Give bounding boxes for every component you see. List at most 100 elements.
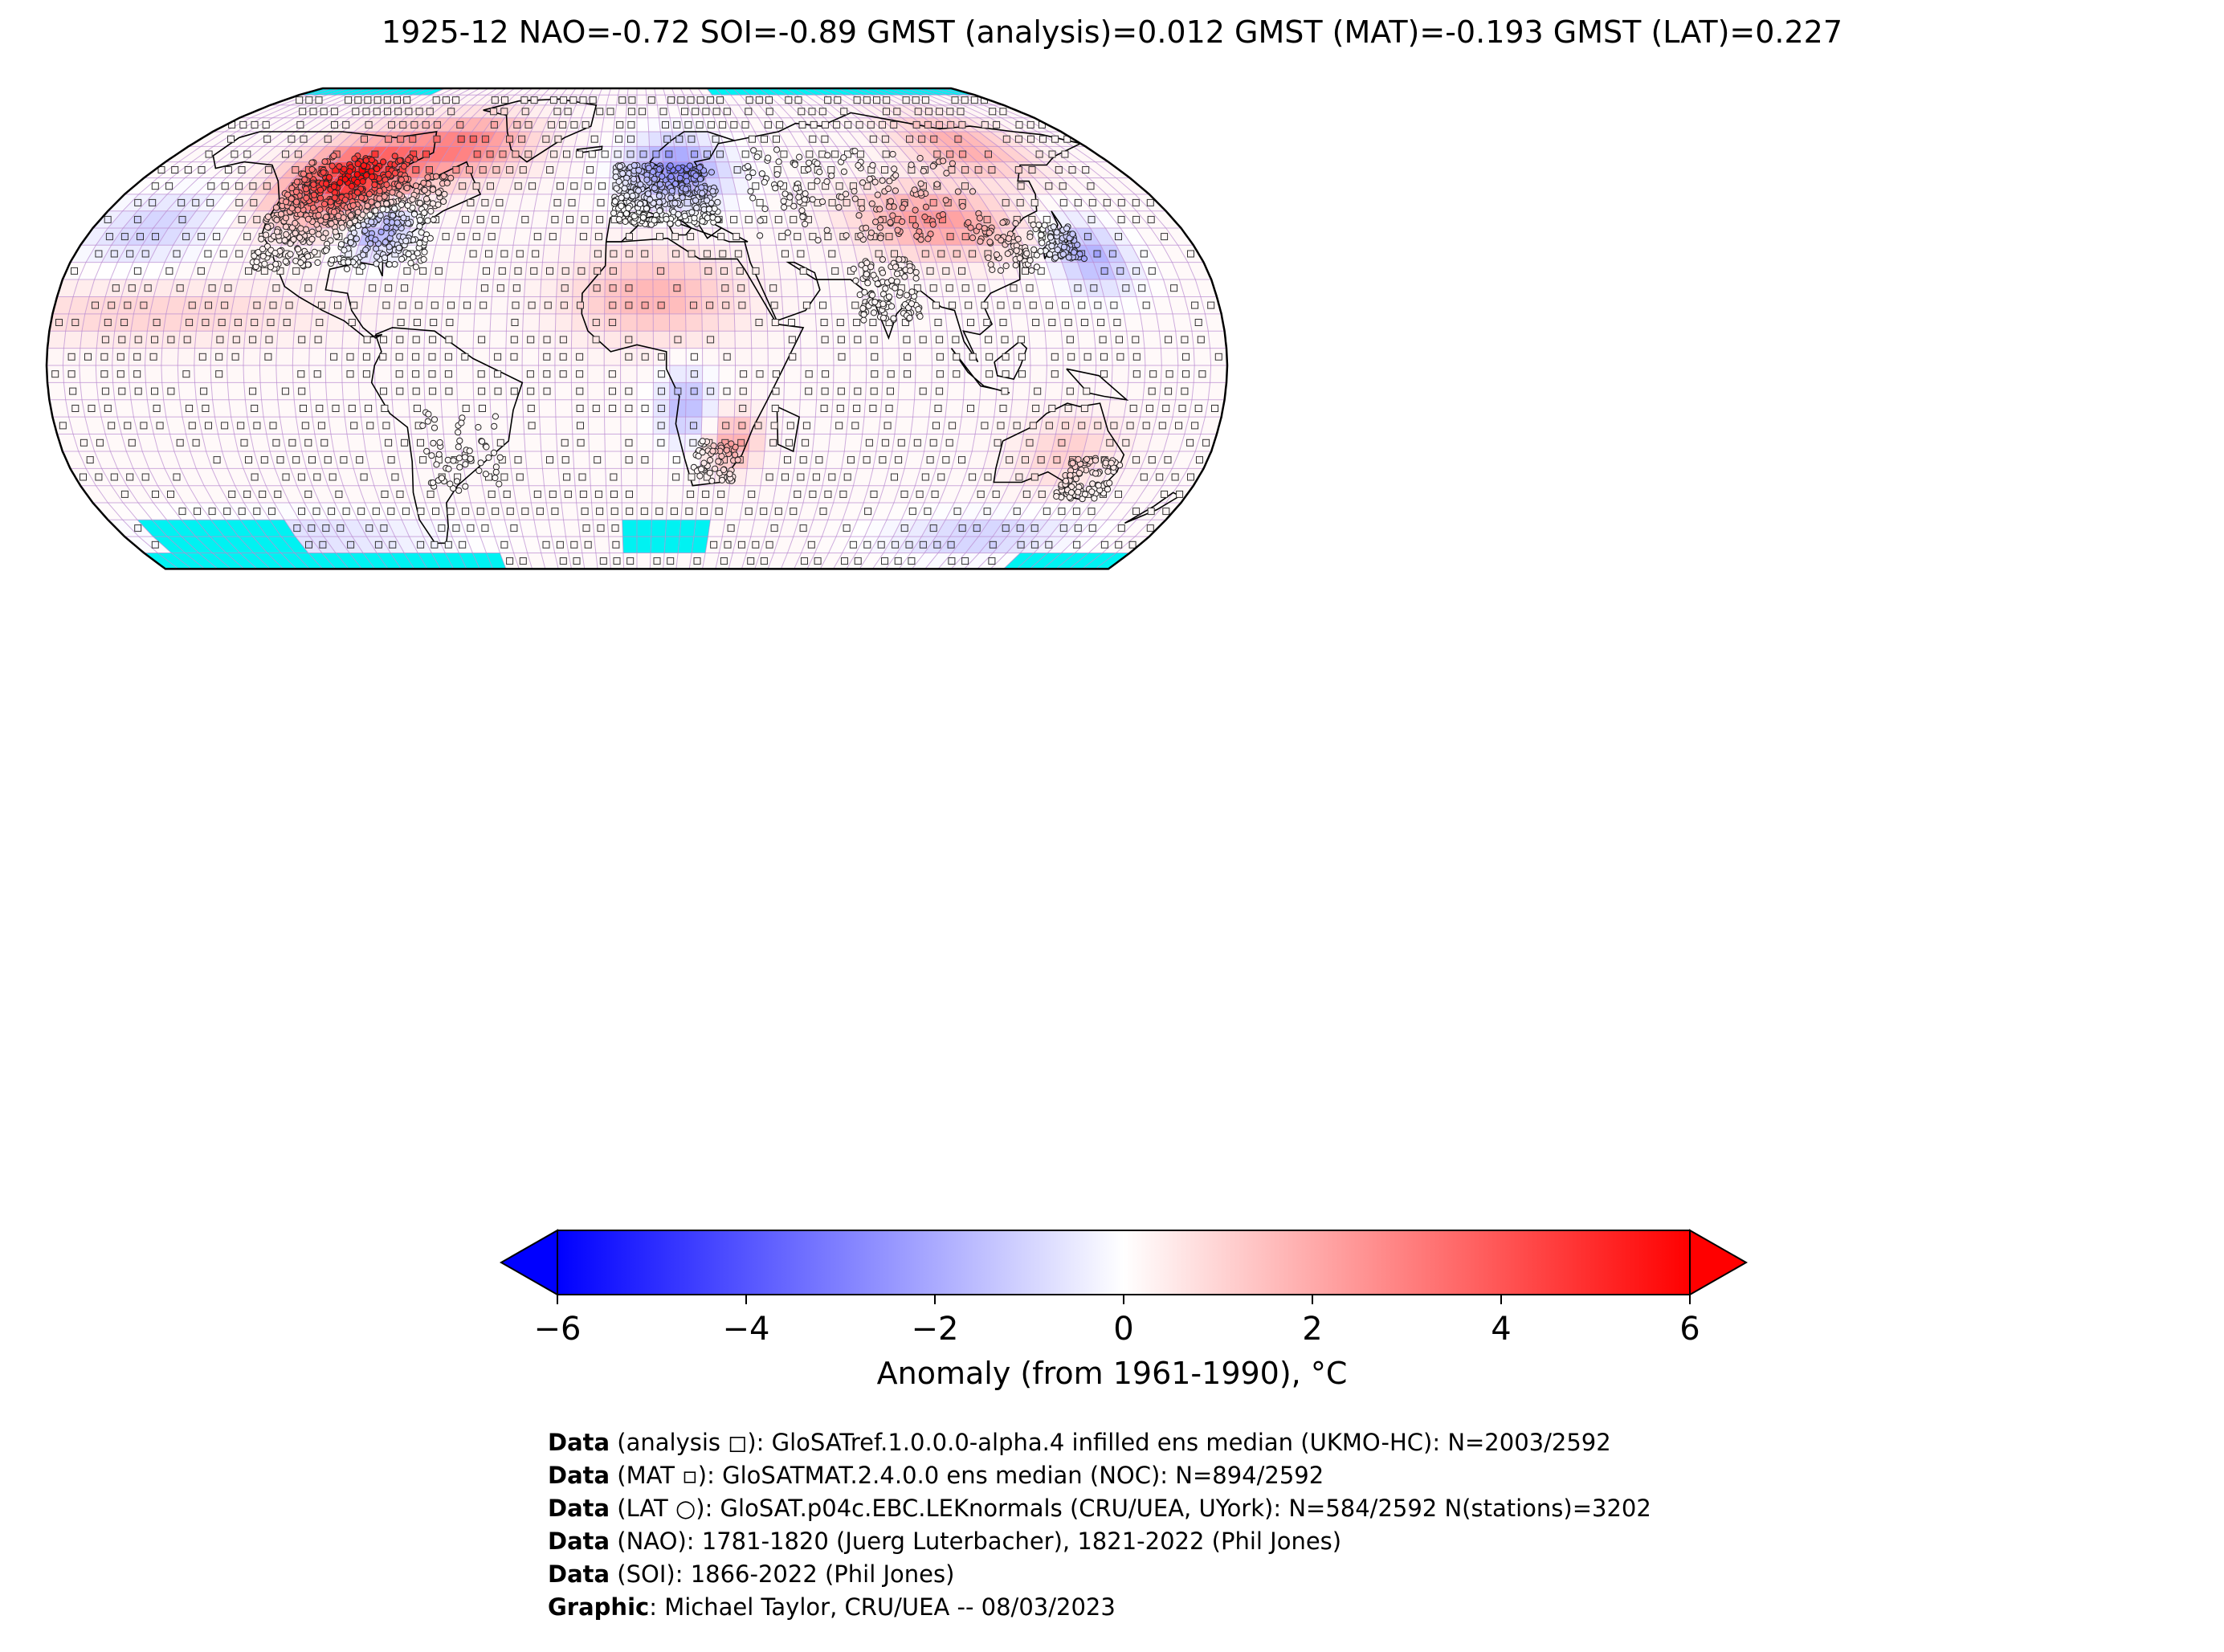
grid-cell	[718, 399, 735, 418]
analysis-marker	[1037, 456, 1045, 464]
analysis-marker	[756, 198, 764, 206]
station-marker	[801, 196, 809, 203]
station-marker	[885, 185, 892, 193]
grid-cell	[178, 382, 197, 400]
station-marker	[395, 182, 402, 190]
analysis-marker	[1146, 198, 1154, 206]
analysis-marker	[973, 524, 981, 532]
analysis-marker	[774, 215, 782, 223]
grid-cell	[73, 279, 95, 297]
analysis-marker	[840, 108, 848, 116]
analysis-marker	[263, 135, 271, 143]
analysis-marker	[524, 150, 533, 158]
analysis-marker	[413, 405, 421, 412]
analysis-marker	[249, 387, 257, 395]
station-marker	[809, 196, 816, 203]
analysis-marker	[981, 301, 989, 309]
analysis-marker	[576, 370, 584, 378]
analysis-marker	[1088, 215, 1096, 223]
grid-cell	[993, 536, 1022, 553]
analysis-marker	[1162, 405, 1170, 412]
grid-cell	[142, 451, 165, 469]
grid-cell	[508, 434, 525, 451]
analysis-marker	[1087, 182, 1095, 190]
analysis-marker	[597, 524, 605, 532]
analysis-marker	[662, 120, 669, 128]
analysis-marker	[799, 524, 807, 532]
station-marker	[362, 247, 369, 254]
analysis-marker	[712, 108, 720, 116]
station-marker	[398, 176, 405, 183]
analysis-marker	[936, 120, 943, 128]
analysis-marker	[844, 120, 852, 128]
analysis-marker	[514, 182, 522, 190]
grid-cell	[1192, 382, 1210, 400]
analysis-marker	[745, 508, 753, 516]
analysis-marker	[687, 233, 695, 241]
grid-cell	[204, 485, 229, 504]
station-marker	[784, 229, 792, 236]
station-marker	[969, 235, 977, 242]
analysis-marker	[527, 336, 535, 344]
station-marker	[297, 225, 304, 232]
grid-cell	[137, 434, 158, 451]
analysis-marker	[149, 353, 157, 361]
analysis-marker	[932, 301, 940, 309]
analysis-marker	[1197, 336, 1205, 344]
analysis-marker	[251, 473, 259, 481]
analysis-marker	[432, 96, 440, 104]
grid-cell	[1116, 245, 1141, 263]
station-marker	[361, 227, 369, 235]
grid-cell	[1165, 227, 1194, 246]
analysis-marker	[559, 557, 567, 565]
analysis-marker	[674, 336, 682, 344]
station-marker	[368, 218, 375, 226]
station-marker	[1088, 488, 1096, 496]
station-marker	[757, 232, 764, 239]
grid-cell	[718, 331, 736, 349]
analysis-marker	[578, 473, 586, 481]
station-marker	[1053, 492, 1060, 500]
analysis-marker	[835, 182, 843, 190]
station-marker	[1060, 243, 1068, 251]
station-marker	[708, 169, 716, 176]
grid-cell	[749, 296, 767, 314]
analysis-marker	[432, 508, 439, 516]
analysis-marker	[399, 120, 407, 128]
grid-cell	[800, 348, 818, 365]
analysis-marker	[234, 319, 242, 326]
grid-cell	[862, 417, 881, 434]
analysis-marker	[885, 233, 893, 241]
analysis-marker	[592, 319, 600, 326]
grid-cell	[701, 417, 719, 434]
grid-cell	[637, 279, 654, 297]
grid-cell	[701, 399, 719, 418]
station-marker	[615, 216, 622, 223]
grid-cell	[239, 553, 271, 569]
station-marker	[264, 213, 271, 220]
analysis-marker	[328, 508, 336, 516]
analysis-marker	[1080, 405, 1088, 412]
grid-cell	[828, 434, 847, 451]
grid-cell	[651, 536, 666, 553]
grid-cell	[70, 245, 96, 263]
station-marker	[372, 236, 379, 243]
station-marker	[912, 269, 920, 276]
analysis-marker	[422, 120, 430, 128]
station-marker	[295, 246, 302, 253]
station-marker	[625, 205, 632, 212]
analysis-marker	[781, 250, 789, 258]
analysis-marker	[342, 120, 350, 128]
analysis-marker	[958, 120, 966, 128]
analysis-marker	[374, 540, 382, 549]
analysis-marker	[383, 96, 391, 104]
grid-cell	[868, 468, 889, 486]
analysis-marker	[357, 508, 365, 516]
analysis-marker	[71, 405, 80, 412]
grid-cell	[1051, 279, 1072, 297]
analysis-marker	[625, 353, 633, 361]
analysis-marker	[847, 456, 855, 464]
analysis-marker	[841, 557, 848, 565]
station-marker	[749, 169, 757, 177]
grid-cell	[555, 382, 572, 400]
